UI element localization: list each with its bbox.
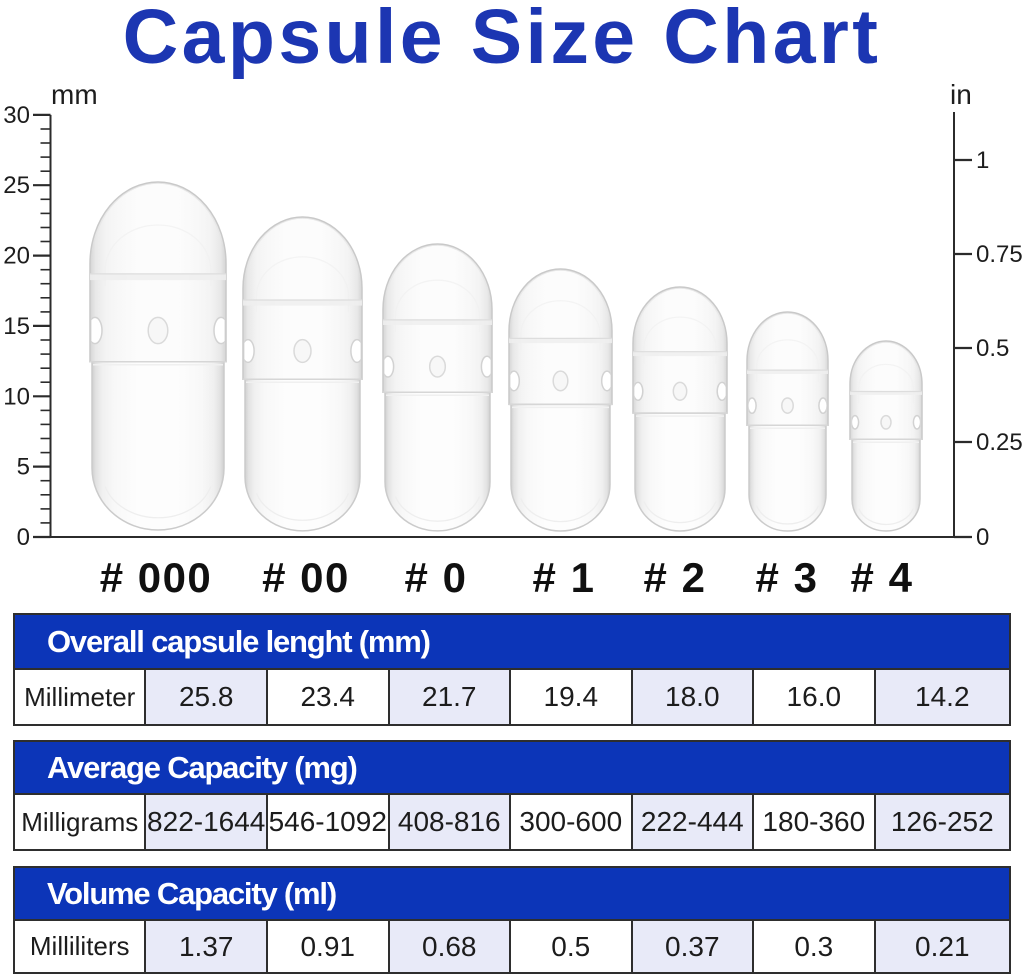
svg-text:15: 15 <box>3 313 30 340</box>
svg-text:20: 20 <box>3 243 30 270</box>
svg-text:0: 0 <box>17 524 30 551</box>
svg-text:1: 1 <box>976 147 989 174</box>
svg-text:0.25: 0.25 <box>976 429 1023 456</box>
svg-text:in: in <box>950 79 972 110</box>
svg-text:30: 30 <box>3 102 30 129</box>
svg-text:0: 0 <box>976 524 989 551</box>
svg-text:0.75: 0.75 <box>976 241 1023 268</box>
svg-text:25: 25 <box>3 172 30 199</box>
svg-text:0.5: 0.5 <box>976 335 1009 362</box>
svg-text:mm: mm <box>51 79 98 110</box>
svg-text:10: 10 <box>3 383 30 410</box>
svg-text:5: 5 <box>17 454 30 481</box>
